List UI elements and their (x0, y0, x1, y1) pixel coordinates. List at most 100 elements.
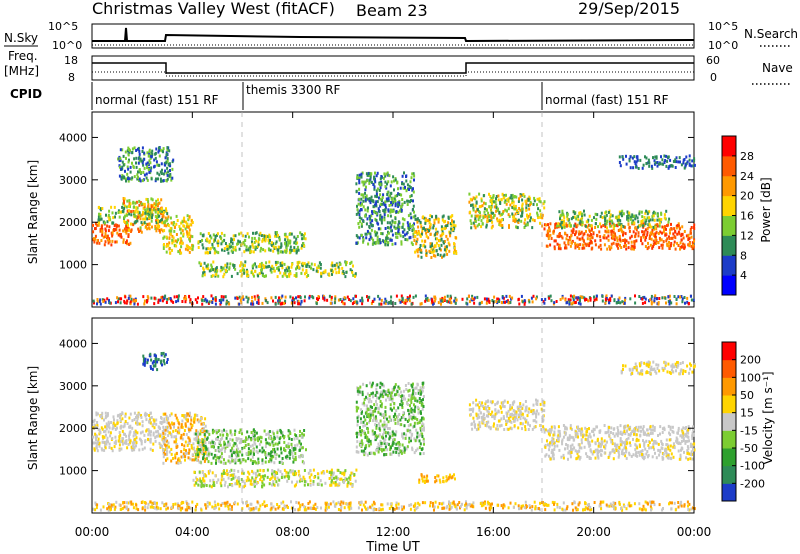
velocity-cell (219, 433, 222, 437)
power-cell (617, 217, 620, 221)
power-cell (157, 207, 160, 211)
power-cell (617, 298, 620, 302)
power-cell (687, 238, 690, 241)
power-cell (377, 294, 380, 298)
power-cell (393, 225, 396, 229)
power-cell (613, 226, 615, 230)
velocity-cell (114, 428, 117, 431)
power-cell (299, 231, 302, 235)
velocity-cell (330, 473, 333, 477)
power-cell (180, 245, 183, 249)
power-cell (146, 178, 149, 182)
velocity-cell (220, 452, 223, 456)
velocity-cell (175, 416, 178, 420)
power-cell (537, 216, 539, 220)
power-cell (277, 245, 280, 249)
velocity-cell (151, 367, 154, 371)
velocity-cell (165, 458, 167, 462)
velocity-cell (200, 446, 203, 450)
velocity-cell (151, 361, 154, 365)
velocity-cell (226, 433, 229, 437)
velocity-cell (143, 413, 146, 417)
power-cell (480, 197, 483, 201)
velocity-cell (155, 418, 158, 422)
power-cell (275, 231, 278, 234)
power-cell (629, 297, 632, 301)
velocity-cell (263, 483, 266, 487)
velocity-cell (165, 449, 168, 453)
power-cell (415, 230, 417, 234)
power-cell (528, 300, 531, 304)
power-cell (268, 241, 271, 245)
power-cell (394, 227, 397, 230)
power-cell (255, 239, 258, 243)
velocity-cell (152, 442, 155, 446)
velocity-cell (130, 445, 133, 449)
velocity-cell (204, 417, 207, 421)
velocity-cell (288, 437, 291, 441)
velocity-cell (198, 452, 201, 456)
power-cell (155, 203, 157, 207)
velocity-cell (261, 461, 264, 465)
power-cell (395, 294, 398, 298)
power-cell (540, 298, 543, 302)
power-cell (239, 298, 242, 302)
velocity-cell (365, 384, 368, 388)
power-cell (117, 157, 120, 161)
power-cell (437, 301, 440, 305)
power-cell (525, 201, 528, 205)
power-cell (258, 237, 261, 241)
power-cell (474, 226, 477, 230)
power-cell (490, 216, 493, 220)
power-cell (665, 301, 667, 305)
power-cell (545, 244, 548, 248)
power-cell (184, 295, 187, 299)
power-cell (633, 240, 636, 244)
velocity-cell (167, 417, 170, 421)
power-cell (162, 179, 165, 183)
velocity-cell (165, 414, 168, 418)
power-cell (521, 207, 524, 211)
power-cell (478, 215, 481, 219)
velocity-cell (121, 429, 124, 433)
velocity-cell (105, 422, 108, 426)
power-cell (588, 234, 591, 238)
power-cell (520, 214, 523, 218)
power-cell (678, 232, 681, 236)
power-cell (384, 206, 387, 210)
velocity-cell (212, 478, 215, 482)
power-cell (662, 240, 665, 244)
velocity-cell (349, 482, 352, 486)
power-cell (304, 272, 306, 276)
power-cell (403, 218, 406, 222)
power-cell (559, 215, 562, 219)
velocity-cell (138, 448, 141, 452)
power-cell (579, 302, 582, 306)
power-cell (654, 225, 657, 229)
power-cell (570, 302, 573, 306)
power-cell (99, 229, 102, 233)
power-cell (338, 267, 341, 271)
power-cell (647, 245, 650, 249)
power-cell (176, 240, 178, 244)
power-cell (373, 230, 376, 234)
power-cell (265, 234, 268, 238)
nsky-tick-low: 10^0 (52, 39, 82, 52)
power-cell (155, 226, 158, 230)
power-cell (156, 216, 158, 220)
velocity-cell (231, 459, 234, 463)
power-cell (155, 199, 158, 203)
power-cell (660, 243, 663, 247)
nsearch-label: N.Search (744, 27, 798, 41)
power-cell (142, 202, 145, 206)
power-cell (501, 296, 504, 300)
power-cell (385, 236, 388, 240)
power-cell (425, 251, 428, 255)
power-cell (580, 230, 583, 234)
power-cell (406, 221, 409, 225)
velocity-cell (281, 457, 284, 460)
velocity-cell (210, 461, 213, 465)
power-cell (455, 252, 458, 255)
velocity-cell (199, 460, 202, 464)
power-cell (654, 237, 657, 241)
